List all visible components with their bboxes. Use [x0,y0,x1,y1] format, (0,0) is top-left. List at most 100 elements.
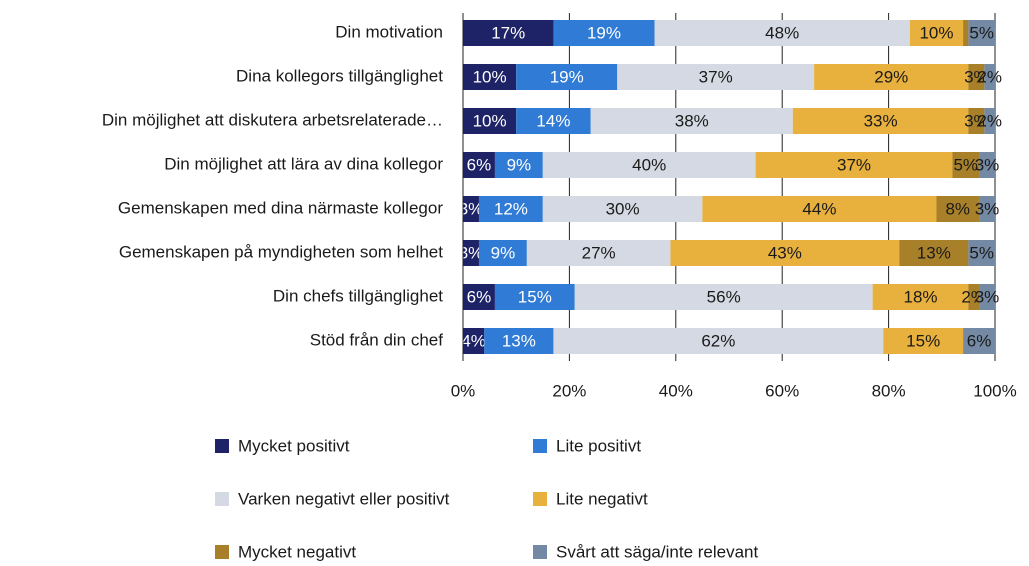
data-label: 15% [906,331,940,350]
data-label: 30% [606,199,640,218]
x-tick-label: 0% [451,381,476,400]
y-tick-label: Dina kollegors tillgänglighet [236,66,443,85]
legend-swatch [533,492,547,506]
bar-segment [463,152,495,178]
legend-label: Mycket positivt [238,436,350,455]
bar-segment [463,328,485,354]
bar-segment [968,64,985,90]
bar-segment [968,108,985,134]
data-label: 48% [765,23,799,42]
data-label: 62% [701,331,735,350]
legend-swatch [215,439,229,453]
data-label: 18% [904,287,938,306]
bar-segment [553,328,884,354]
data-label: 6% [467,287,492,306]
data-label: 3% [459,199,484,218]
bar-segment [526,240,671,266]
bar-segment [542,196,703,222]
x-tick-label: 20% [552,381,586,400]
data-label: 8% [945,199,970,218]
bar-segment [792,108,969,134]
y-tick-label: Gemenskapen på myndigheten som helhet [119,242,443,261]
bar-segment [516,108,591,134]
data-label: 5% [969,23,994,42]
data-label: 44% [802,199,836,218]
data-label: 13% [917,243,951,262]
bar-segment [984,108,995,134]
data-label: 10% [473,67,507,86]
data-label: 6% [967,331,992,350]
bar-segment [979,152,995,178]
data-label: 19% [587,23,621,42]
data-label: 10% [473,111,507,130]
data-label: 9% [491,243,516,262]
data-label: 43% [768,243,802,262]
data-label: 37% [699,67,733,86]
legend-swatch [533,545,547,559]
y-tick-label: Din chefs tillgänglighet [273,286,443,305]
data-label: 15% [518,287,552,306]
bar-segment [494,284,575,310]
bar-segment [968,284,980,310]
y-tick-label: Din möjlighet att lära av dina kollegor [164,154,443,173]
bar-segment [670,240,900,266]
bar-segment [553,20,655,46]
bar-segment [909,20,964,46]
legend-swatch [215,492,229,506]
bar-segment [702,196,937,222]
data-label: 17% [491,23,525,42]
bar-segment [463,284,495,310]
x-tick-label: 40% [659,381,693,400]
data-label: 3% [459,243,484,262]
data-label: 5% [953,155,978,174]
data-label: 9% [507,155,532,174]
data-label: 13% [502,331,536,350]
bar-segment [984,64,995,90]
data-label: 56% [707,287,741,306]
bar-segment [463,64,517,90]
bar-segment [463,108,517,134]
bar-segment [463,240,479,266]
bar-segment [952,152,980,178]
data-label: 2% [977,111,1002,130]
bar-segment [463,20,554,46]
bar-segment [654,20,910,46]
x-tick-label: 80% [872,381,906,400]
bar-segment [755,152,953,178]
data-label: 6% [467,155,492,174]
data-label: 27% [582,243,616,262]
bar-segment [936,196,980,222]
data-label: 3% [964,111,989,130]
data-label: 29% [874,67,908,86]
bar-segment [494,152,543,178]
x-tick-label: 60% [765,381,799,400]
legend-swatch [215,545,229,559]
bar-segment [516,64,618,90]
data-label: 4% [461,331,486,350]
bar-segment [883,328,964,354]
x-tick-label: 100% [973,381,1016,400]
y-tick-label: Stöd från din chef [310,330,444,349]
bar-segment [979,196,995,222]
data-label: 12% [494,199,528,218]
bar-segment [968,240,995,266]
bar-segment [463,196,479,222]
legend-label: Svårt att säga/inte relevant [556,542,759,561]
legend-label: Lite negativt [556,489,648,508]
data-label: 10% [919,23,953,42]
data-label: 5% [969,243,994,262]
bar-segment [542,152,756,178]
legend-swatch [533,439,547,453]
bar-segment [814,64,969,90]
data-label: 40% [632,155,666,174]
data-label: 14% [536,111,570,130]
y-tick-label: Gemenskapen med dina närmaste kollegor [118,198,443,217]
bar-segment [968,20,995,46]
data-label: 38% [675,111,709,130]
data-label: 3% [975,155,1000,174]
bar-segment [617,64,815,90]
data-label: 33% [864,111,898,130]
legend-label: Mycket negativt [238,542,356,561]
bar-segment [963,328,995,354]
